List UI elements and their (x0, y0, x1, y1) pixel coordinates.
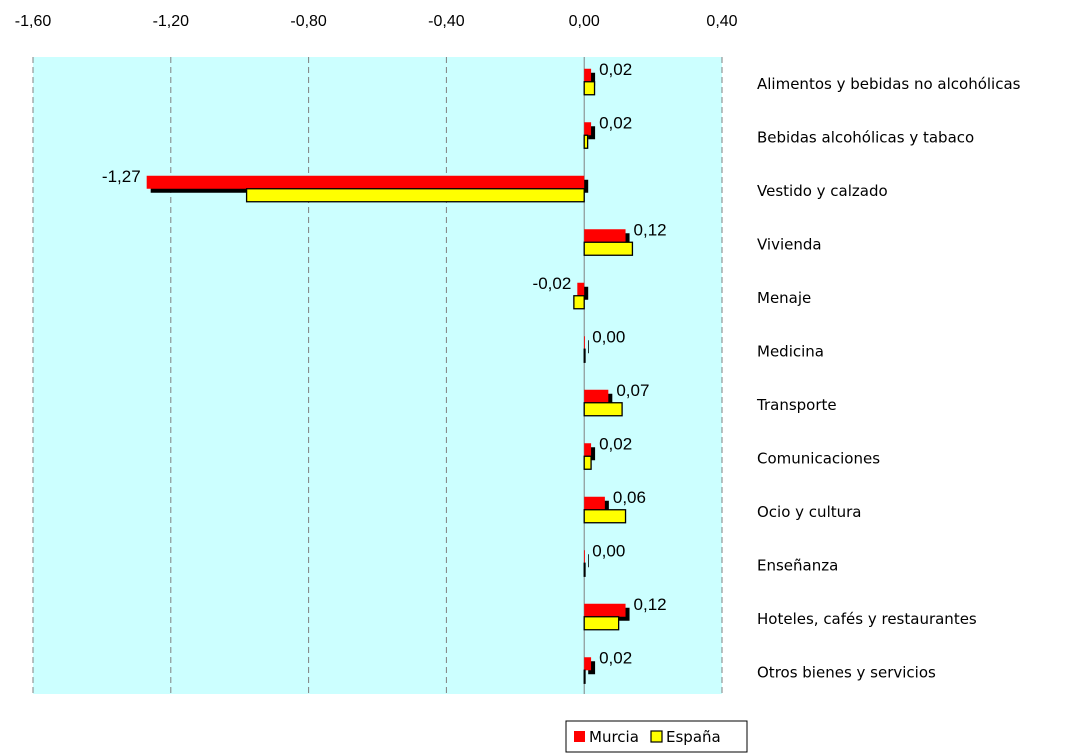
x-tick-label: -1,20 (153, 13, 190, 30)
grid-lines (32, 57, 723, 694)
bar-espana (573, 295, 585, 310)
bar-murcia (584, 68, 592, 82)
bar-espana (583, 455, 592, 470)
data-label: 0,06 (613, 488, 646, 507)
data-label: 0,02 (599, 60, 632, 79)
x-axis-ticks: -1,60 -1,20 -0,80 -0,40 0,00 0,40 (15, 13, 738, 30)
legend-swatch-murcia (574, 731, 585, 742)
category-label: Ocio y cultura (757, 503, 861, 521)
bar-shadow-murcia (588, 554, 589, 568)
bar-murcia (584, 496, 605, 510)
bar-espana (583, 509, 627, 524)
x-tick-label: -0,80 (290, 13, 327, 30)
data-label: 0,02 (599, 113, 632, 132)
bar-espana (583, 134, 589, 149)
category-label: Vestido y calzado (757, 182, 888, 200)
bar-murcia (584, 122, 592, 136)
category-label: Transporte (756, 396, 837, 414)
data-label: -0,02 (533, 274, 572, 293)
category-labels: Alimentos y bebidas no alcohólicas Bebida… (756, 75, 1021, 682)
bar-espana (583, 81, 596, 96)
x-tick-label: -1,60 (15, 13, 52, 30)
legend: Murcia España (565, 720, 748, 753)
bar-espana (583, 241, 634, 256)
data-label: 0,12 (634, 595, 667, 614)
legend-label-espana: España (666, 728, 721, 746)
bar-espana (583, 402, 623, 417)
category-label: Alimentos y bebidas no alcohólicas (757, 75, 1021, 93)
data-label: 0,00 (592, 327, 625, 346)
bar-shadow-murcia (588, 126, 596, 140)
bar-murcia (146, 175, 585, 189)
bar-shadow-murcia (588, 72, 596, 86)
data-labels: 0,02 0,02 -1,27 0,12 -0,02 0,00 0,07 0,02 0,06 0,… (102, 60, 667, 668)
bars (146, 68, 634, 684)
bar-murcia (577, 282, 585, 296)
data-label: 0,02 (599, 648, 632, 667)
category-label: Hoteles, cafés y restaurantes (757, 610, 977, 628)
legend-label-murcia: Murcia (589, 728, 639, 746)
bar-murcia (584, 443, 592, 457)
x-tick-label: -0,40 (428, 13, 465, 30)
plot-area (33, 57, 722, 694)
data-label: 0,00 (592, 541, 625, 560)
legend-swatch-espana (650, 730, 663, 743)
bar-shadow-murcia (581, 286, 589, 300)
bar-murcia (584, 389, 609, 403)
category-label: Vivienda (757, 235, 822, 253)
bar-espana (583, 562, 586, 577)
x-tick-label: 0,00 (569, 13, 600, 30)
bar-espana (583, 669, 586, 684)
x-tick-label: 0,40 (706, 13, 737, 30)
data-label: 0,12 (634, 220, 667, 239)
bar-espana (583, 348, 586, 363)
category-label: Comunicaciones (757, 449, 880, 467)
category-label: Enseñanza (757, 556, 838, 574)
bar-murcia (584, 229, 626, 243)
bar-shadow-murcia (588, 661, 596, 675)
bar-murcia (584, 657, 592, 671)
bar-shadow-murcia (588, 447, 596, 461)
data-label: 0,07 (616, 381, 649, 400)
bar-espana (245, 188, 585, 203)
bar-murcia (584, 550, 585, 564)
bar-espana (583, 616, 620, 631)
category-label: Otros bienes y servicios (757, 663, 936, 681)
data-label: 0,02 (599, 434, 632, 453)
category-label: Medicina (757, 342, 824, 360)
bar-shadow-murcia (588, 340, 589, 354)
category-label: Menaje (757, 289, 811, 307)
bar-murcia (584, 603, 626, 617)
data-label: -1,27 (102, 167, 141, 186)
bar-murcia (584, 336, 585, 350)
category-label: Bebidas alcohólicas y tabaco (757, 128, 974, 146)
